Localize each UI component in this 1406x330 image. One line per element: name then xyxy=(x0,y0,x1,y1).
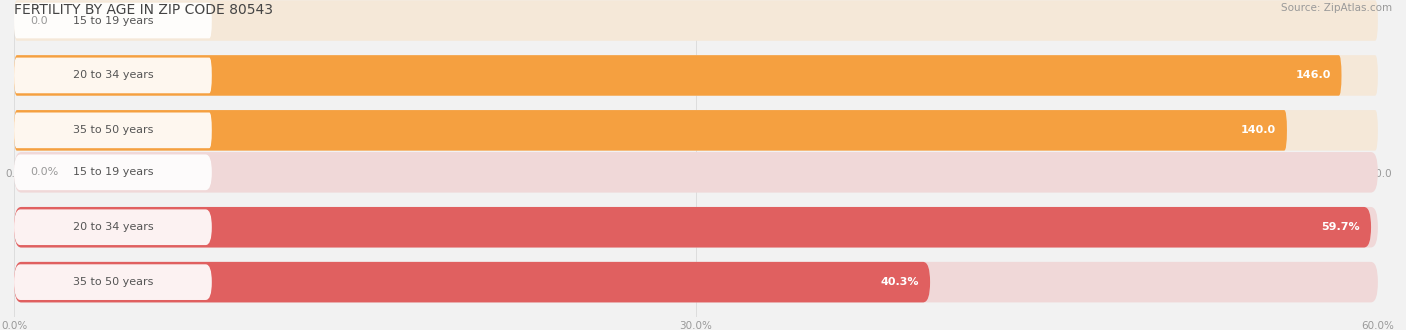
FancyBboxPatch shape xyxy=(14,154,212,190)
FancyBboxPatch shape xyxy=(14,262,931,302)
FancyBboxPatch shape xyxy=(14,207,1371,248)
Text: 146.0: 146.0 xyxy=(1295,70,1330,81)
FancyBboxPatch shape xyxy=(14,0,1378,41)
Text: 15 to 19 years: 15 to 19 years xyxy=(73,16,153,25)
FancyBboxPatch shape xyxy=(14,152,1378,193)
Text: 0.0%: 0.0% xyxy=(31,167,59,177)
FancyBboxPatch shape xyxy=(14,3,212,38)
FancyBboxPatch shape xyxy=(14,113,212,148)
Text: 0.0: 0.0 xyxy=(31,16,48,25)
FancyBboxPatch shape xyxy=(14,210,212,245)
Text: FERTILITY BY AGE IN ZIP CODE 80543: FERTILITY BY AGE IN ZIP CODE 80543 xyxy=(14,3,273,17)
Text: 35 to 50 years: 35 to 50 years xyxy=(73,277,153,287)
FancyBboxPatch shape xyxy=(14,110,1378,150)
FancyBboxPatch shape xyxy=(14,110,1286,150)
Text: Source: ZipAtlas.com: Source: ZipAtlas.com xyxy=(1281,3,1392,13)
FancyBboxPatch shape xyxy=(14,55,1341,96)
FancyBboxPatch shape xyxy=(14,262,1378,302)
FancyBboxPatch shape xyxy=(14,264,212,300)
Text: 140.0: 140.0 xyxy=(1241,125,1277,135)
Text: 15 to 19 years: 15 to 19 years xyxy=(73,167,153,177)
FancyBboxPatch shape xyxy=(14,58,212,93)
FancyBboxPatch shape xyxy=(14,55,1378,96)
Text: 20 to 34 years: 20 to 34 years xyxy=(73,222,153,232)
FancyBboxPatch shape xyxy=(14,207,1378,248)
Text: 20 to 34 years: 20 to 34 years xyxy=(73,70,153,81)
Text: 40.3%: 40.3% xyxy=(880,277,920,287)
Text: 35 to 50 years: 35 to 50 years xyxy=(73,125,153,135)
Text: 59.7%: 59.7% xyxy=(1322,222,1360,232)
